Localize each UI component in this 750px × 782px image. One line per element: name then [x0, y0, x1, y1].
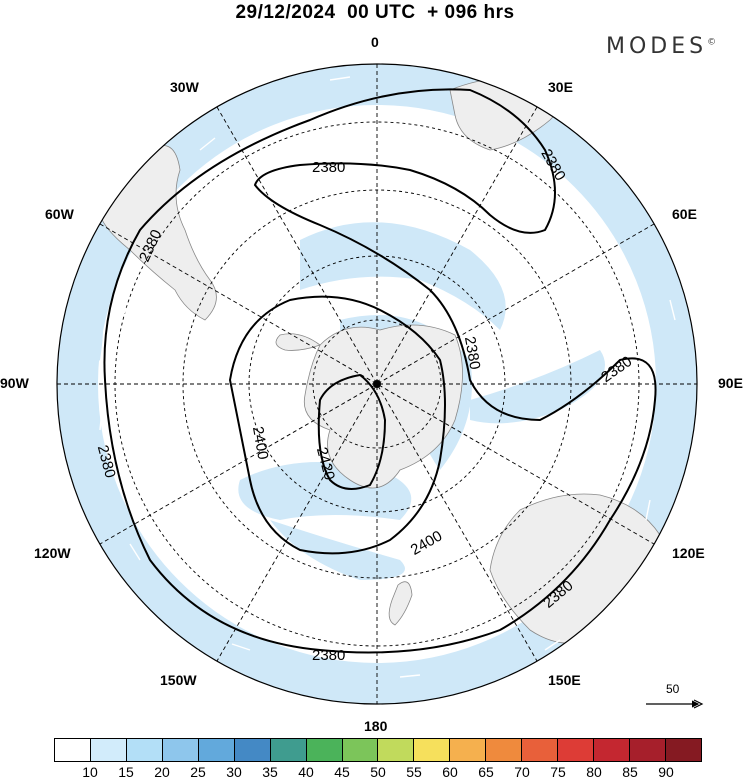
colorbar-swatch	[90, 739, 127, 761]
colorbar-tick-label: 35	[262, 764, 278, 780]
reference-vector-label: 50	[666, 682, 680, 696]
colorbar-tick-label: 40	[298, 764, 314, 780]
colorbar-swatch	[378, 739, 415, 761]
lon-label-60w: 60W	[45, 206, 74, 222]
colorbar-swatch	[342, 739, 379, 761]
lon-label-0: 0	[371, 34, 379, 50]
colorbar-tick-label: 55	[406, 764, 422, 780]
polar-map: 2380 2380 2380 2380 2380 2380 2400 2400 …	[56, 63, 698, 705]
lon-label-120e: 120E	[672, 545, 705, 561]
colorbar-swatch	[126, 739, 163, 761]
lon-label-150e: 150E	[548, 672, 581, 688]
wind-shade-blob	[270, 520, 405, 580]
contour-label: 2400	[249, 425, 272, 461]
map-border	[56, 63, 698, 705]
colorbar-swatch	[665, 739, 701, 761]
colorbar-tick-label: 80	[586, 764, 602, 780]
wind-vectors	[99, 76, 676, 678]
contour-label: 2380	[461, 335, 484, 371]
colorbar-tick-label: 10	[82, 764, 98, 780]
colorbar-tick-label: 90	[658, 764, 674, 780]
colorbar-ticks: 10 15 20 25 30 35 40 45 50 55 60 65 70 75 80 85 90	[54, 764, 702, 782]
colorbar-swatch	[486, 739, 523, 761]
colorbar-tick-label: 15	[118, 764, 134, 780]
lon-label-30w: 30W	[170, 79, 199, 95]
new-zealand-land	[388, 581, 413, 626]
wind-shade-blob	[470, 350, 605, 424]
antarctica-land	[303, 324, 463, 489]
colorbar-tick-label: 50	[370, 764, 386, 780]
colorbar-swatch	[55, 739, 91, 761]
lon-label-120w: 120W	[34, 545, 71, 561]
colorbar-tick-label: 30	[226, 764, 242, 780]
lon-label-30e: 30E	[548, 79, 573, 95]
colorbar-swatch	[414, 739, 451, 761]
colorbar-swatch	[162, 739, 199, 761]
map-title: 29/12/2024 00 UTC + 096 hrs	[235, 2, 515, 23]
brand-name: MODES	[606, 34, 708, 59]
colorbar-swatch	[594, 739, 630, 761]
colorbar-swatch	[270, 739, 307, 761]
contour-label: 2380	[312, 647, 345, 664]
colorbar-tick-label: 65	[478, 764, 494, 780]
brand-logo: MODES©	[606, 34, 716, 59]
lon-label-60e: 60E	[672, 206, 697, 222]
colorbar	[54, 738, 702, 762]
contour-2380	[103, 88, 657, 654]
south-pole-marker	[373, 380, 381, 388]
height-contours	[103, 88, 657, 654]
lon-label-90e: 90E	[718, 375, 743, 391]
colorbar-tick-label: 70	[514, 764, 530, 780]
wind-shade-blob	[70, 240, 104, 367]
colorbar-tick-label: 25	[190, 764, 206, 780]
copyright-mark: ©	[707, 37, 717, 48]
colorbar-tick-label: 60	[442, 764, 458, 780]
colorbar-tick-label: 20	[154, 764, 170, 780]
colorbar-swatch	[234, 739, 271, 761]
reference-vector-arrow	[646, 699, 704, 709]
colorbar-tick-label: 45	[334, 764, 350, 780]
contour-label: 2380	[312, 159, 345, 176]
colorbar-swatch	[522, 739, 559, 761]
lon-label-90w: 90W	[0, 375, 29, 391]
colorbar-tick-label: 85	[622, 764, 638, 780]
wind-shade-blob	[300, 222, 506, 330]
colorbar-swatch	[450, 739, 487, 761]
lon-label-150w: 150W	[160, 672, 197, 688]
contour-2400	[228, 295, 446, 555]
contour-2420	[317, 373, 387, 490]
colorbar-tick-label: 75	[550, 764, 566, 780]
lon-label-180: 180	[364, 718, 388, 734]
colorbar-swatch	[558, 739, 595, 761]
antarctic-peninsula-land	[275, 333, 321, 351]
colorbar-swatch	[306, 739, 343, 761]
colorbar-swatch	[198, 739, 235, 761]
colorbar-swatch	[630, 739, 666, 761]
map-content	[57, 64, 697, 704]
